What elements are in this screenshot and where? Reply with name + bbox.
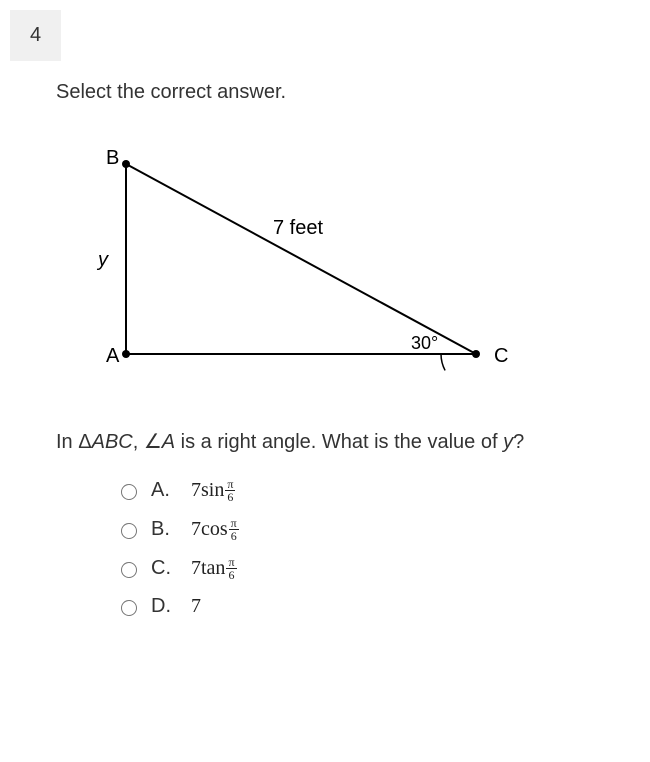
fraction: π6 <box>229 517 239 542</box>
radio-a[interactable] <box>121 484 137 500</box>
question-content: Select the correct answer. ABCy7 feet30°… <box>0 61 650 672</box>
fraction: π6 <box>225 478 235 503</box>
frac-den: 6 <box>226 569 236 581</box>
option-letter: B. <box>151 518 179 541</box>
option-expression: 7 <box>191 595 201 618</box>
fn: sin <box>201 479 224 502</box>
svg-text:B: B <box>106 147 119 169</box>
coef: 7 <box>191 595 201 618</box>
qt-p3: is a right angle. What is the value of <box>175 431 503 453</box>
question-text: In ΔABC, ∠A is a right angle. What is th… <box>56 429 610 454</box>
radio-d[interactable] <box>121 600 137 616</box>
option-d[interactable]: D. 7 <box>116 595 610 618</box>
qt-p1: In Δ <box>56 431 92 453</box>
options-group: A. 7sinπ6 B. 7cosπ6 C. 7tanπ6 D. 7 <box>116 478 610 618</box>
svg-text:y: y <box>96 249 109 271</box>
option-expression: 7cosπ6 <box>191 517 239 542</box>
qt-tri: ABC <box>92 431 133 453</box>
option-letter: A. <box>151 479 179 502</box>
svg-text:C: C <box>494 345 508 367</box>
fn: cos <box>201 518 228 541</box>
option-expression: 7tanπ6 <box>191 556 237 581</box>
triangle-svg: A B Cy 7 feet 30° <box>76 134 536 394</box>
fn: tan <box>201 557 225 580</box>
frac-den: 6 <box>225 491 235 503</box>
option-a[interactable]: A. 7sinπ6 <box>116 478 610 503</box>
fraction: π6 <box>226 556 236 581</box>
frac-den: 6 <box>229 530 239 542</box>
option-letter: C. <box>151 557 179 580</box>
question-number-badge: 4 <box>10 10 61 61</box>
qt-ang: A <box>162 431 175 453</box>
coef: 7 <box>191 557 201 580</box>
radio-c[interactable] <box>121 562 137 578</box>
radio-b[interactable] <box>121 523 137 539</box>
svg-text:A: A <box>106 345 120 367</box>
coef: 7 <box>191 518 201 541</box>
triangle-diagram: A B Cy 7 feet 30° <box>76 134 610 399</box>
svg-text:7 feet: 7 feet <box>273 217 323 239</box>
option-letter: D. <box>151 595 179 618</box>
qt-p4: ? <box>513 431 524 453</box>
prompt-text: Select the correct answer. <box>56 81 610 104</box>
coef: 7 <box>191 479 201 502</box>
option-c[interactable]: C. 7tanπ6 <box>116 556 610 581</box>
qt-var: y <box>503 431 513 453</box>
svg-text:30°: 30° <box>411 333 438 353</box>
option-b[interactable]: B. 7cosπ6 <box>116 517 610 542</box>
qt-p2: , ∠ <box>133 431 162 453</box>
option-expression: 7sinπ6 <box>191 478 235 503</box>
